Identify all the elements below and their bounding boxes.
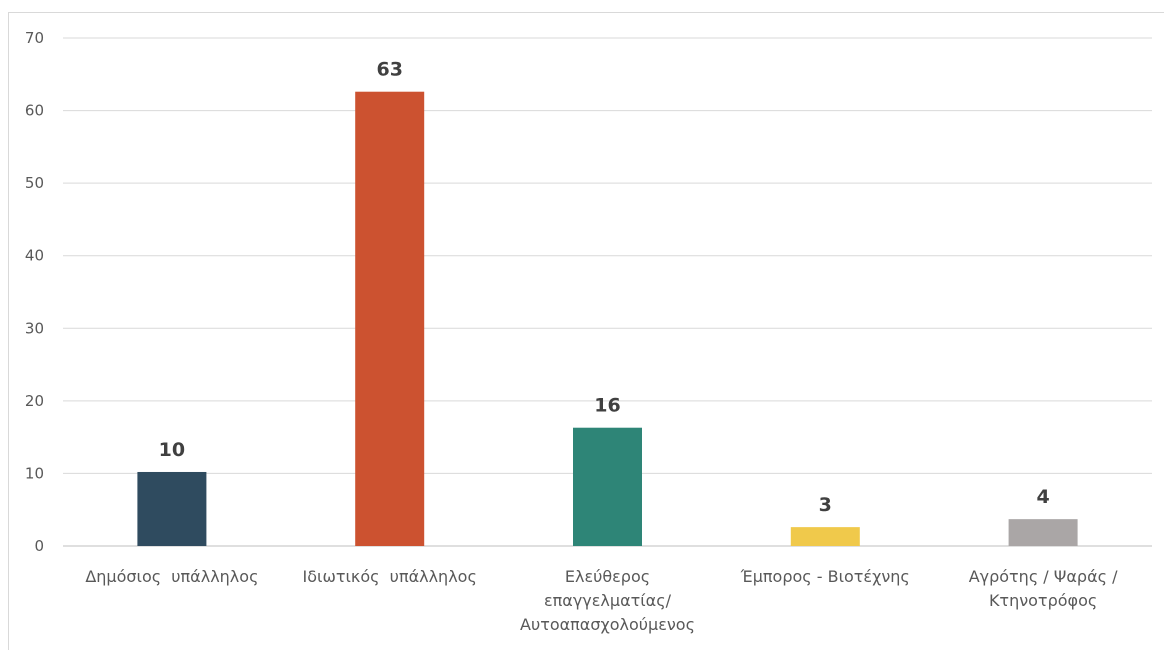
data-label: 63: [376, 59, 402, 81]
data-label: 3: [819, 494, 832, 516]
bar: [1008, 519, 1078, 546]
y-tick-label: 20: [25, 392, 44, 410]
category-label: Κτηνοτρόφος: [989, 591, 1097, 610]
y-tick-label: 10: [25, 464, 44, 482]
y-tick-label: 70: [25, 29, 44, 47]
y-tick-label: 60: [25, 102, 44, 120]
category-label: Αυτοαπασχολούμενος: [520, 615, 695, 634]
y-tick-label: 40: [25, 247, 44, 265]
y-tick-label: 50: [25, 174, 44, 192]
y-tick-label: 30: [25, 319, 44, 337]
category-label: Ιδιωτικός υπάλληλος: [303, 567, 477, 586]
bar: [790, 527, 860, 546]
data-label: 4: [1036, 486, 1049, 508]
data-label: 16: [594, 395, 620, 417]
bar: [355, 91, 425, 547]
category-label: Ελεύθερος: [565, 567, 650, 586]
category-label: Δημόσιος υπάλληλος: [85, 567, 258, 586]
data-label: 10: [159, 439, 185, 461]
category-label: Αγρότης / Ψαράς /: [969, 567, 1118, 586]
y-tick-label: 0: [34, 537, 44, 555]
category-label: Έμπορος - Βιοτέχνης: [740, 567, 910, 586]
category-label: επαγγελματίας/: [544, 591, 672, 610]
bar: [137, 471, 207, 546]
chart-frame: [8, 12, 1164, 650]
bar: [573, 427, 642, 546]
